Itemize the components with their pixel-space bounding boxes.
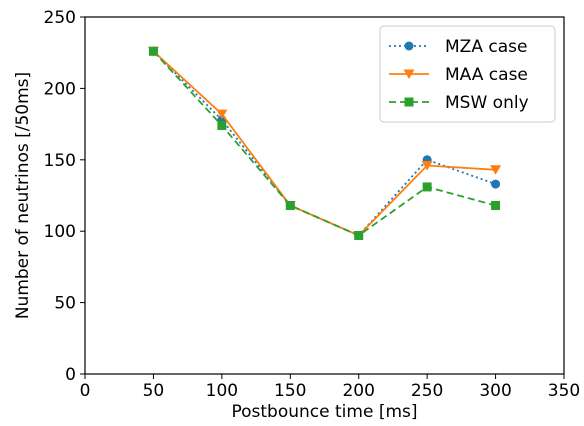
data-point-maa-case <box>490 165 502 175</box>
y-tick-label: 100 <box>44 222 76 242</box>
legend-marker-msw-only <box>404 97 414 107</box>
x-axis-title: Postbounce time [ms] <box>231 402 417 422</box>
y-tick-label: 200 <box>44 79 76 99</box>
y-tick-label: 150 <box>44 151 76 171</box>
data-point-msw-only <box>217 121 227 131</box>
series-layer <box>147 46 502 241</box>
y-tick-label: 50 <box>54 294 76 314</box>
x-tick-label: 100 <box>206 381 238 401</box>
x-tick-label: 350 <box>548 381 580 401</box>
data-point-maa-case <box>421 161 433 171</box>
legend-label: MSW only <box>445 93 529 113</box>
x-tick-label: 50 <box>143 381 165 401</box>
series-line-mza-case <box>152 50 496 237</box>
x-tick-label: 200 <box>342 381 374 401</box>
legend-marker-maa-case <box>403 69 415 79</box>
legend: MZA case MAA case MSW only <box>379 25 556 123</box>
legend-box <box>379 25 556 123</box>
data-point-msw-only <box>354 230 364 240</box>
y-tick-label: 250 <box>44 8 76 28</box>
series-line-msw-only <box>152 50 496 237</box>
data-point-msw-only <box>285 200 295 210</box>
data-point-msw-only <box>422 182 432 192</box>
data-point-maa-case <box>216 109 228 120</box>
x-tick-label: 150 <box>274 381 306 401</box>
x-tick-label: 250 <box>411 381 443 401</box>
data-point-msw-only <box>491 200 501 210</box>
y-tick-label: 0 <box>65 365 76 385</box>
data-point-mza-case <box>491 179 501 189</box>
data-point-msw-only <box>148 46 158 56</box>
y-axis-title: Number of neutrinos [/50ms] <box>13 72 33 319</box>
legend-label: MAA case <box>445 65 528 85</box>
x-tick-label: 0 <box>80 381 91 401</box>
axis-ticks: 0 50 100 150 200 250 300 350 0 50 100 150 200 250 <box>44 8 581 401</box>
x-tick-label: 300 <box>479 381 511 401</box>
legend-marker-mza-case <box>404 41 414 51</box>
series-msw-only <box>148 46 501 240</box>
legend-label: MZA case <box>445 37 527 57</box>
plot-area-frame <box>84 16 565 375</box>
